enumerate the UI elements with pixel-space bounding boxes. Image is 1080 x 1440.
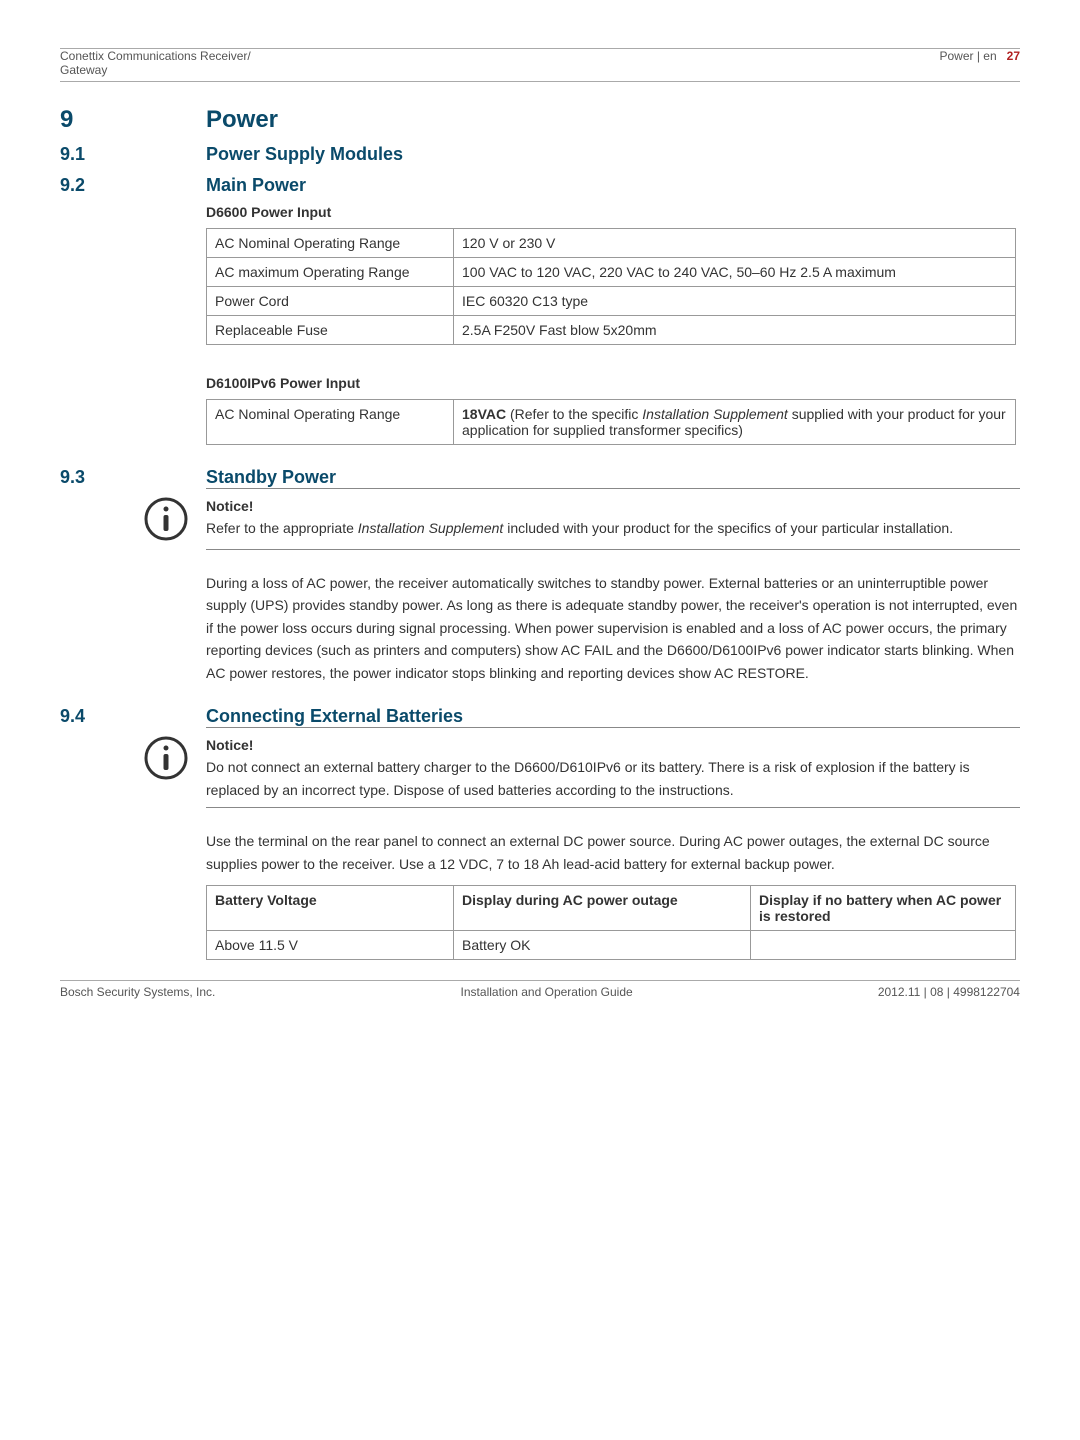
- section-9-3-paragraph: During a loss of AC power, the receiver …: [206, 572, 1020, 684]
- table-row: Replaceable Fuse 2.5A F250V Fast blow 5x…: [207, 316, 1016, 345]
- cell: AC Nominal Operating Range: [207, 400, 454, 445]
- battery-table: Battery Voltage Display during AC power …: [206, 885, 1016, 960]
- d6100-heading: D6100IPv6 Power Input: [206, 375, 1020, 391]
- section-9-2-number: 9.2: [60, 175, 206, 196]
- page-header: Conettix Communications Receiver/ Gatewa…: [60, 49, 1020, 77]
- cell: Replaceable Fuse: [207, 316, 454, 345]
- section-9-title: Power: [206, 106, 278, 134]
- notice-text-italic: Installation Supplement: [358, 520, 504, 536]
- footer-left: Bosch Security Systems, Inc.: [60, 985, 215, 999]
- section-9-4-paragraph: Use the terminal on the rear panel to co…: [206, 830, 1020, 875]
- cell-text: (Refer to the specific: [506, 406, 642, 422]
- section-9-number: 9: [60, 106, 206, 134]
- section-9-1-title: Power Supply Modules: [206, 144, 403, 165]
- section-9-1-number: 9.1: [60, 144, 206, 165]
- table-row: Above 11.5 V Battery OK: [207, 930, 1016, 959]
- page-footer: Bosch Security Systems, Inc. Installatio…: [60, 980, 1020, 999]
- d6100-table: AC Nominal Operating Range 18VAC (Refer …: [206, 399, 1016, 445]
- cell: IEC 60320 C13 type: [454, 287, 1016, 316]
- header-cell: Display if no battery when AC power is r…: [751, 885, 1016, 930]
- header-cell: Display during AC power outage: [454, 885, 751, 930]
- notice-body: Refer to the appropriate Installation Su…: [206, 517, 953, 539]
- cell: Power Cord: [207, 287, 454, 316]
- info-icon: [136, 734, 196, 782]
- table-row: Power Cord IEC 60320 C13 type: [207, 287, 1016, 316]
- footer-center: Installation and Operation Guide: [461, 985, 633, 999]
- section-9-4-number: 9.4: [60, 706, 206, 727]
- header-right-label: Power | en: [939, 49, 996, 63]
- cell: Battery OK: [454, 930, 751, 959]
- notice-body: Do not connect an external battery charg…: [206, 756, 1020, 801]
- notice-text-part: Refer to the appropriate: [206, 520, 358, 536]
- cell: 120 V or 230 V: [454, 229, 1016, 258]
- section-9-2-title: Main Power: [206, 175, 306, 196]
- cell: 18VAC (Refer to the specific Installatio…: [454, 400, 1016, 445]
- notice-heading: Notice!: [206, 734, 1020, 756]
- header-left-1: Conettix Communications Receiver/: [60, 49, 251, 63]
- cell: 100 VAC to 120 VAC, 220 VAC to 240 VAC, …: [454, 258, 1016, 287]
- cell: [751, 930, 1016, 959]
- cell: 2.5A F250V Fast blow 5x20mm: [454, 316, 1016, 345]
- table-row: AC Nominal Operating Range 18VAC (Refer …: [207, 400, 1016, 445]
- table-row: AC Nominal Operating Range 120 V or 230 …: [207, 229, 1016, 258]
- cell: AC Nominal Operating Range: [207, 229, 454, 258]
- footer-right: 2012.11 | 08 | 4998122704: [878, 985, 1020, 999]
- cell-bold: 18VAC: [462, 406, 506, 422]
- table-row: Battery Voltage Display during AC power …: [207, 885, 1016, 930]
- header-left-2: Gateway: [60, 63, 251, 77]
- notice-heading: Notice!: [206, 495, 953, 517]
- section-9-3-number: 9.3: [60, 467, 206, 488]
- d6600-table: AC Nominal Operating Range 120 V or 230 …: [206, 228, 1016, 345]
- cell: AC maximum Operating Range: [207, 258, 454, 287]
- info-icon: [136, 495, 196, 543]
- d6600-heading: D6600 Power Input: [206, 204, 1020, 220]
- header-cell: Battery Voltage: [207, 885, 454, 930]
- cell-italic: Installation Supplement: [642, 406, 788, 422]
- table-row: AC maximum Operating Range 100 VAC to 12…: [207, 258, 1016, 287]
- page-number: 27: [1007, 49, 1020, 63]
- cell: Above 11.5 V: [207, 930, 454, 959]
- notice-text-part: included with your product for the speci…: [503, 520, 953, 536]
- section-9-3-title: Standby Power: [206, 467, 336, 488]
- section-9-4-title: Connecting External Batteries: [206, 706, 463, 727]
